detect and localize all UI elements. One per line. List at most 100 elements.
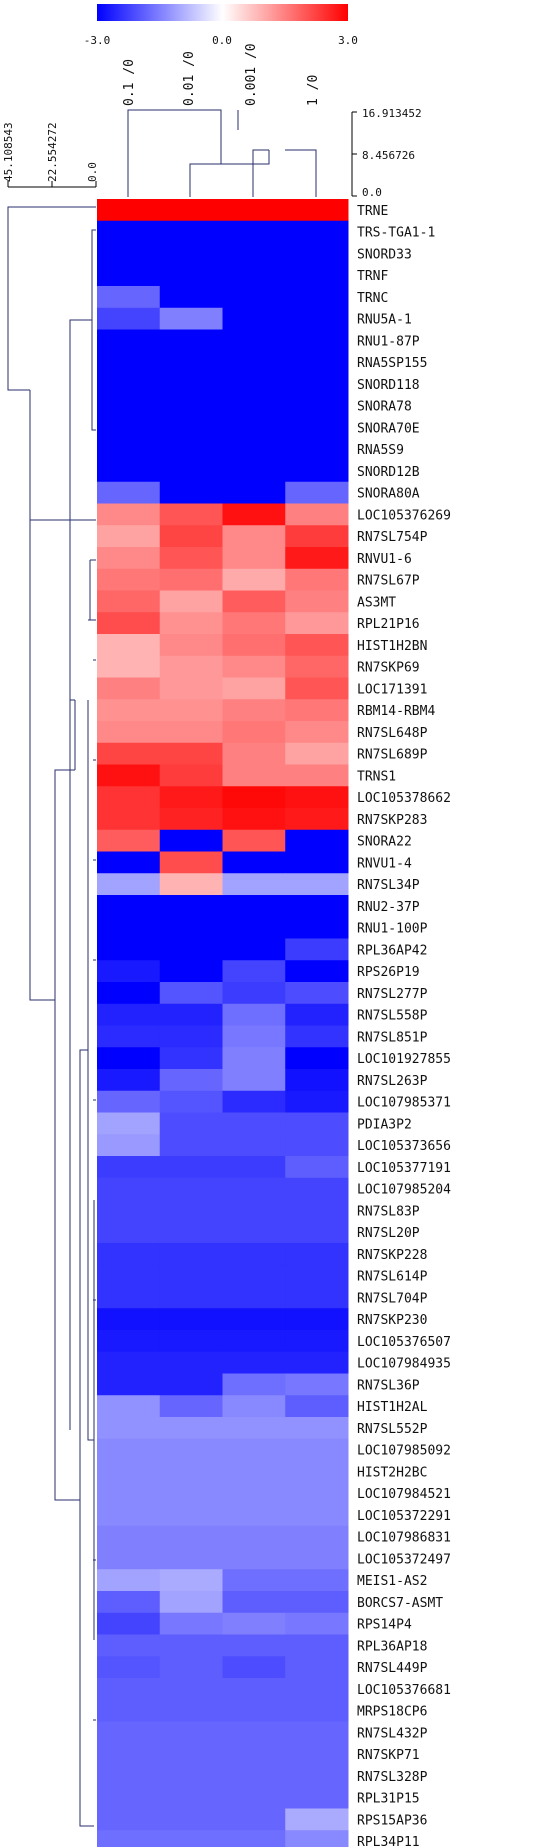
heatmap-cell bbox=[159, 568, 223, 591]
heatmap-cell bbox=[285, 1591, 349, 1614]
heatmap-cell bbox=[159, 873, 223, 896]
heatmap-cell bbox=[159, 1699, 223, 1722]
heatmap-cell bbox=[97, 416, 161, 439]
row-label: RN7SL34P bbox=[357, 878, 420, 893]
row-label: LOC107985371 bbox=[357, 1096, 451, 1111]
row-label: LOC105376507 bbox=[357, 1335, 451, 1350]
heatmap-cell bbox=[222, 264, 286, 287]
heatmap-cell bbox=[97, 851, 161, 874]
row-label: RNU1-100P bbox=[357, 922, 428, 937]
heatmap-cell bbox=[97, 199, 161, 222]
heatmap-cell bbox=[222, 1504, 286, 1527]
heatmap-cell bbox=[97, 1373, 161, 1396]
heatmap-cell bbox=[159, 916, 223, 939]
heatmap-cell bbox=[222, 1395, 286, 1418]
column-label: 0.001 /0 bbox=[244, 43, 259, 106]
heatmap-cell bbox=[285, 220, 349, 243]
heatmap-cell bbox=[222, 1808, 286, 1831]
heatmap-cell bbox=[159, 438, 223, 461]
row-label: TRNS1 bbox=[357, 769, 396, 784]
heatmap-cell bbox=[97, 938, 161, 961]
heatmap-cell bbox=[159, 1003, 223, 1026]
heatmap-cell bbox=[159, 742, 223, 765]
heatmap-cell bbox=[222, 329, 286, 352]
heatmap-cells bbox=[97, 199, 349, 1847]
heatmap-cell bbox=[222, 416, 286, 439]
heatmap-cell bbox=[285, 1286, 349, 1309]
column-label: 1 /0 bbox=[306, 75, 321, 106]
heatmap-cell bbox=[159, 1308, 223, 1331]
heatmap-cell bbox=[159, 1156, 223, 1179]
color-scale-tick-mid: 0.0 bbox=[212, 34, 232, 47]
heatmap-cell bbox=[97, 547, 161, 570]
heatmap-cell bbox=[285, 438, 349, 461]
heatmap-cell bbox=[97, 481, 161, 504]
row-label: RN7SL20P bbox=[357, 1226, 420, 1241]
heatmap-cell bbox=[285, 1525, 349, 1548]
heatmap-cell bbox=[159, 307, 223, 330]
heatmap-cell bbox=[222, 1417, 286, 1440]
heatmap-cell bbox=[222, 1743, 286, 1766]
heatmap-cell bbox=[222, 1221, 286, 1244]
heatmap-cell bbox=[159, 1025, 223, 1048]
heatmap-cell bbox=[222, 220, 286, 243]
heatmap-cell bbox=[222, 938, 286, 961]
heatmap-cell bbox=[159, 373, 223, 396]
row-label: RN7SL614P bbox=[357, 1270, 428, 1285]
heatmap-cell bbox=[97, 1721, 161, 1744]
row-label: RNU1-87P bbox=[357, 334, 420, 349]
row-label: RN7SL36P bbox=[357, 1378, 420, 1393]
heatmap-cell bbox=[222, 1612, 286, 1635]
heatmap-cell bbox=[285, 1373, 349, 1396]
heatmap-cell bbox=[285, 1634, 349, 1657]
heatmap-cell bbox=[97, 1699, 161, 1722]
heatmap-cell bbox=[97, 960, 161, 983]
row-label: RN7SL328P bbox=[357, 1770, 428, 1785]
heatmap-cell bbox=[97, 1460, 161, 1483]
heatmap-cell bbox=[97, 351, 161, 374]
row-label: SNORA70E bbox=[357, 421, 420, 436]
column-dendrogram-axis: 16.913452 8.456726 0.0 bbox=[351, 107, 422, 199]
heatmap-cell bbox=[222, 286, 286, 309]
heatmap-cell bbox=[222, 547, 286, 570]
heatmap-cell bbox=[222, 1264, 286, 1287]
heatmap-cell bbox=[222, 699, 286, 722]
heatmap-cell bbox=[285, 1177, 349, 1200]
row-labels: TRNE TRS-TGA1-1 SNORD33 TRNF TRNC RNU5A-1 RNU1… bbox=[357, 204, 451, 1847]
row-label: RNU2-37P bbox=[357, 900, 420, 915]
heatmap-cell bbox=[159, 1069, 223, 1092]
heatmap-cell bbox=[222, 960, 286, 983]
row-label: RN7SL689P bbox=[357, 748, 428, 763]
heatmap-cell bbox=[285, 1656, 349, 1679]
row-label: SNORD33 bbox=[357, 247, 412, 262]
heatmap-cell bbox=[97, 1112, 161, 1135]
heatmap-cell bbox=[97, 699, 161, 722]
heatmap-cell bbox=[285, 1460, 349, 1483]
row-label: BORCS7-ASMT bbox=[357, 1596, 443, 1611]
heatmap-cell bbox=[97, 1612, 161, 1635]
heatmap-cell bbox=[159, 525, 223, 548]
heatmap-cell bbox=[222, 525, 286, 548]
heatmap-cell bbox=[222, 1308, 286, 1331]
row-label: RN7SL851P bbox=[357, 1030, 428, 1045]
heatmap-cell bbox=[285, 1221, 349, 1244]
heatmap-cell bbox=[285, 568, 349, 591]
row-label: SNORD12B bbox=[357, 465, 420, 480]
row-label: LOC107984935 bbox=[357, 1357, 451, 1372]
heatmap-cell bbox=[97, 829, 161, 852]
heatmap-cell bbox=[285, 1308, 349, 1331]
heatmap-cell bbox=[285, 699, 349, 722]
heatmap-cell bbox=[159, 1569, 223, 1592]
heatmap-cell bbox=[285, 938, 349, 961]
heatmap-cell bbox=[285, 1547, 349, 1570]
column-label: 0.01 /0 bbox=[182, 51, 197, 106]
heatmap-cell bbox=[222, 786, 286, 809]
heatmap-cell bbox=[222, 1678, 286, 1701]
heatmap-cell bbox=[285, 1395, 349, 1418]
heatmap-cell bbox=[97, 220, 161, 243]
heatmap-cell bbox=[222, 1634, 286, 1657]
heatmap-cell bbox=[97, 1003, 161, 1026]
heatmap-cell bbox=[222, 373, 286, 396]
row-label: RN7SL432P bbox=[357, 1726, 428, 1741]
heatmap-cell bbox=[285, 351, 349, 374]
